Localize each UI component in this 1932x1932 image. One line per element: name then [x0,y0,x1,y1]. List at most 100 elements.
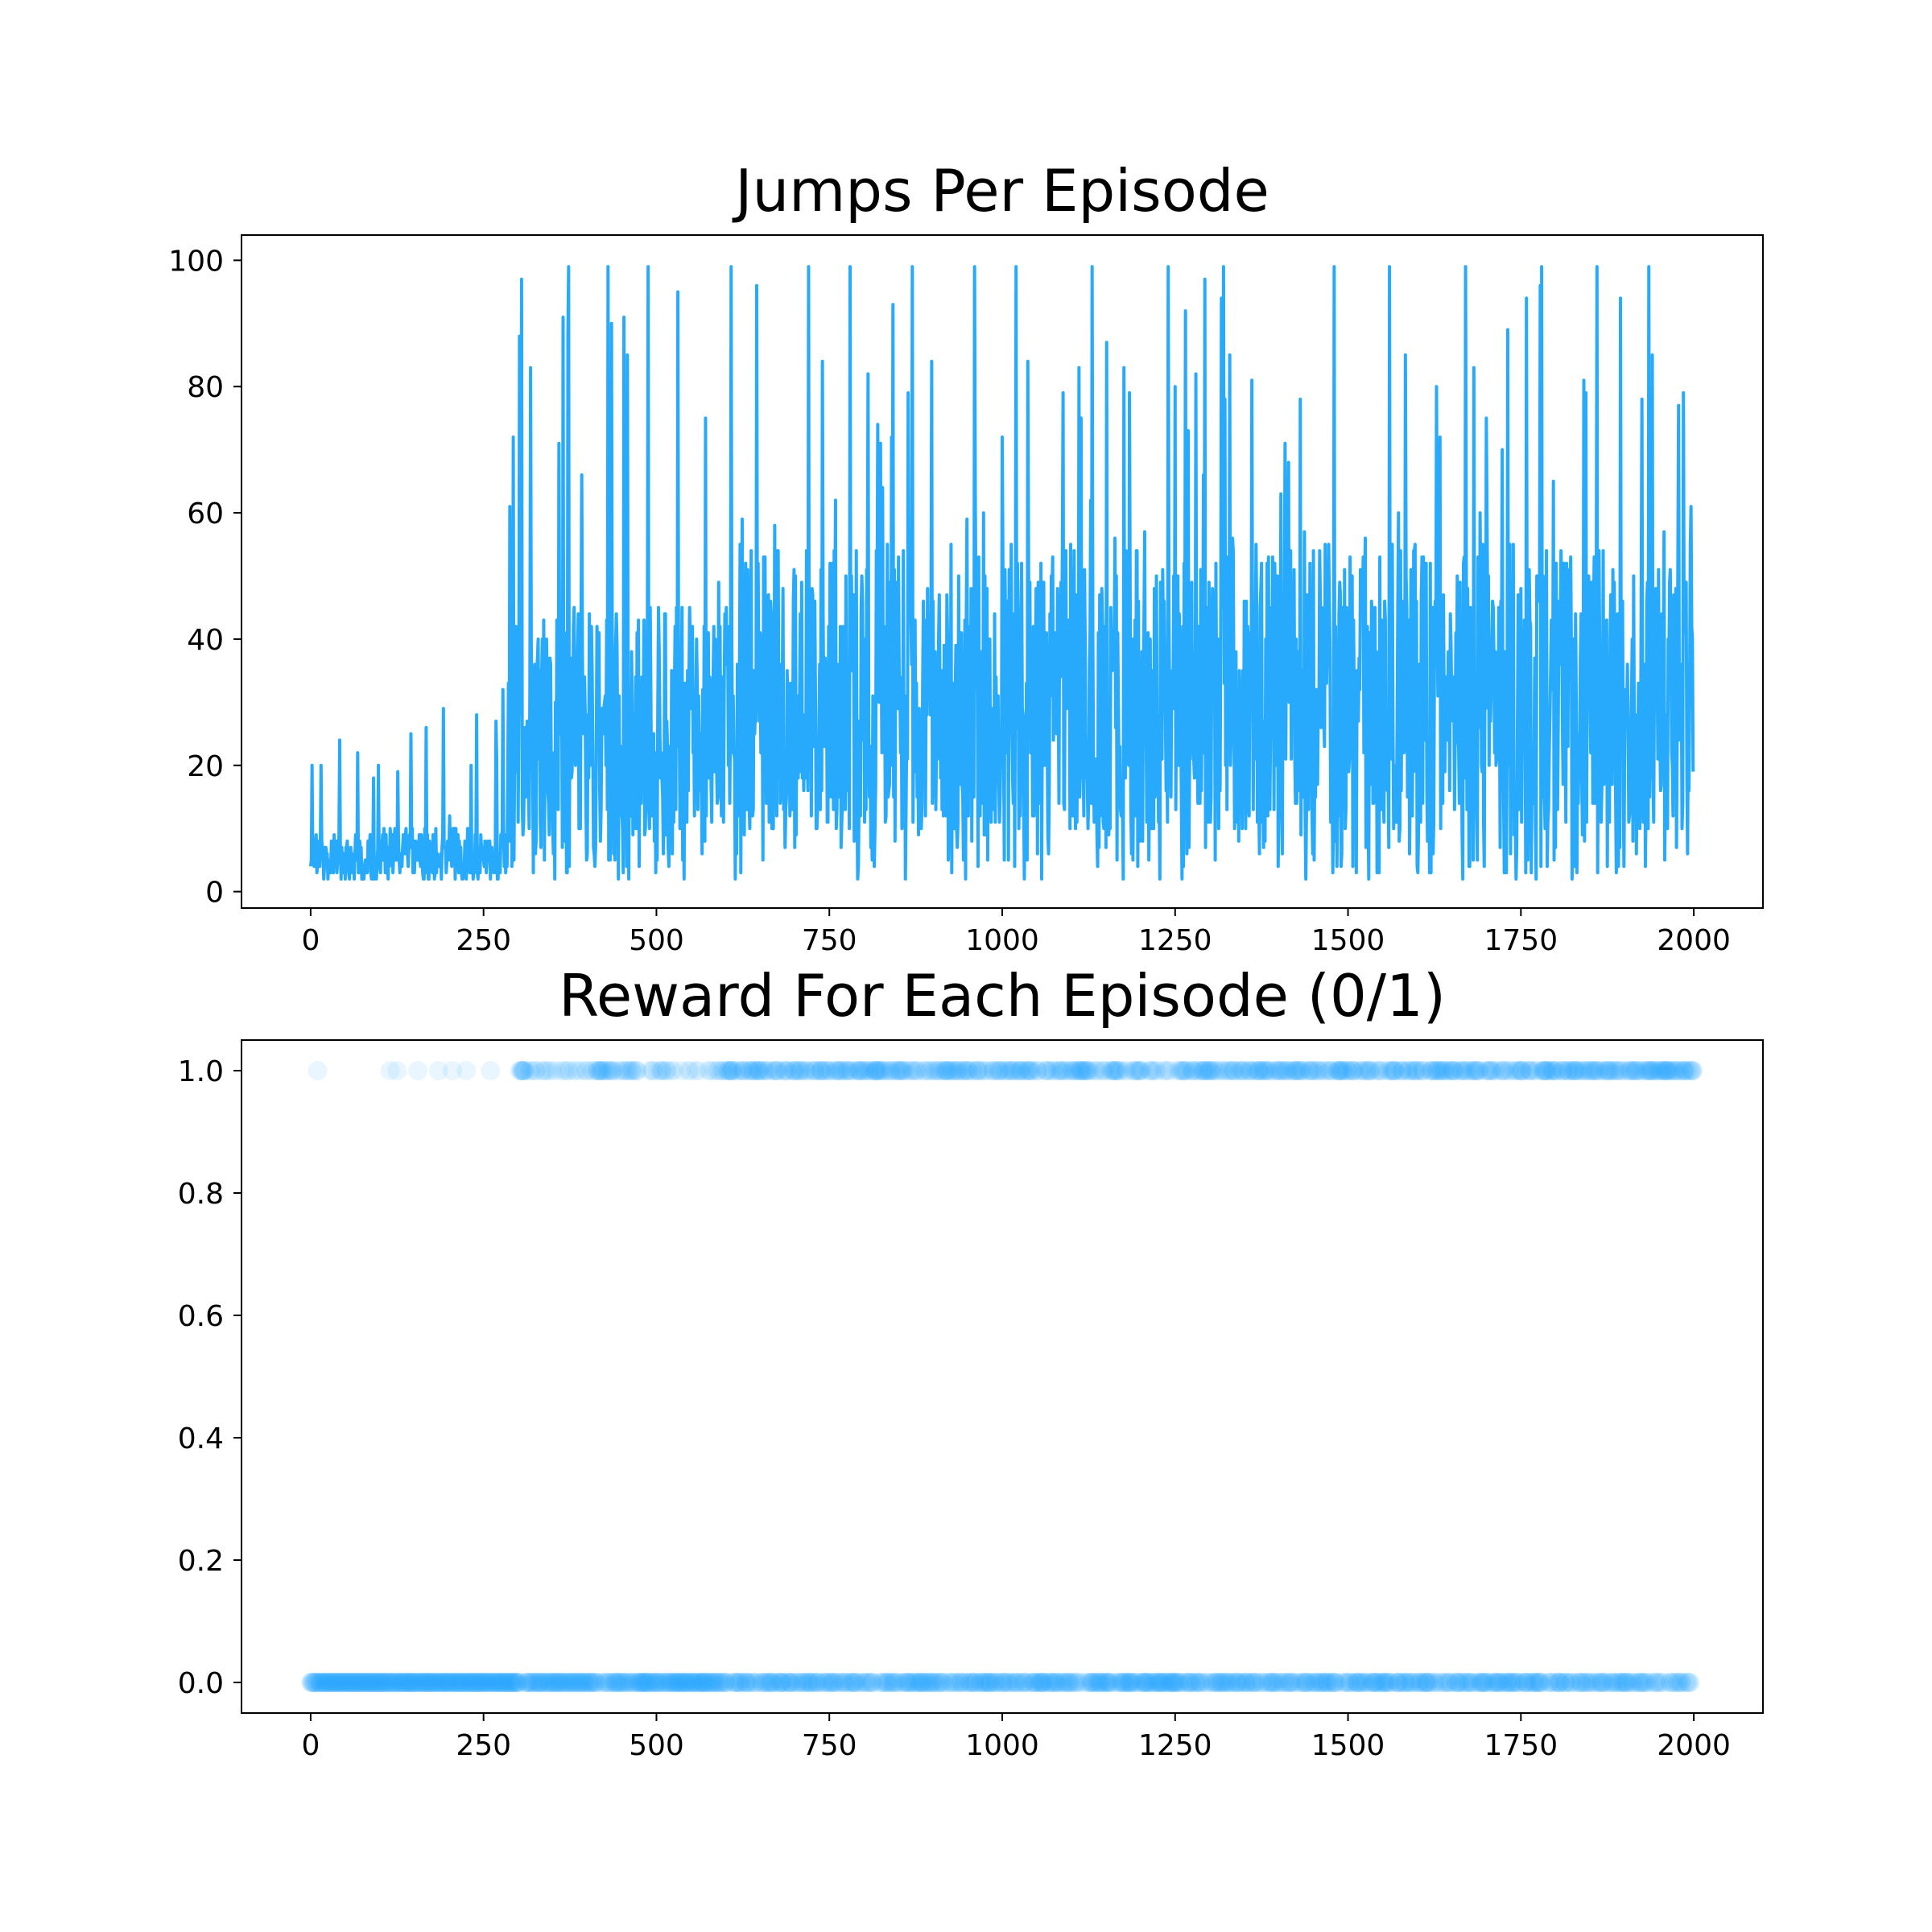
reward-point [539,1673,559,1692]
reward-point [1009,1673,1030,1692]
reward-point [1088,1673,1108,1692]
reward-point [675,1673,695,1692]
reward-point [1427,1061,1447,1080]
reward-point [708,1673,728,1692]
reward-chart: Reward For Each Episode (0/1) 0 250 500 750… [178,962,1764,1762]
reward-point [1631,1673,1651,1692]
reward-point [704,1673,724,1692]
reward-point [843,1673,863,1692]
reward-point [1296,1673,1316,1692]
reward-point [923,1673,943,1692]
reward-ytick-label: 1.0 [178,1055,224,1088]
reward-point [377,1673,397,1692]
reward-point [1121,1673,1141,1692]
reward-point [1470,1673,1490,1692]
reward-point [1232,1061,1253,1080]
reward-point [581,1061,601,1080]
reward-point [1139,1061,1159,1080]
reward-point [1552,1061,1571,1080]
reward-point [1125,1673,1146,1692]
reward-point [1561,1673,1581,1692]
reward-point [493,1673,514,1692]
reward-point [1237,1061,1257,1080]
reward-point [604,1673,624,1692]
reward-point [1471,1673,1491,1692]
reward-point [332,1673,352,1692]
reward-point [300,1673,320,1692]
reward-point [526,1061,546,1080]
reward-point [1429,1673,1449,1692]
reward-point [492,1673,512,1692]
reward-point [1200,1061,1220,1080]
reward-point [1088,1061,1108,1080]
reward-point [1282,1673,1302,1692]
reward-point [744,1061,764,1080]
reward-point [367,1673,387,1692]
reward-point [1075,1673,1095,1692]
reward-point [340,1673,360,1692]
reward-point [546,1673,566,1692]
reward-point [530,1673,551,1692]
reward-point [1504,1673,1524,1692]
reward-point [1235,1673,1255,1692]
reward-point [598,1061,618,1080]
reward-point [1662,1061,1682,1080]
reward-point [1269,1673,1289,1692]
reward-point [1342,1061,1362,1080]
reward-point [762,1061,782,1080]
reward-point [1144,1673,1164,1692]
reward-point [403,1673,423,1692]
reward-point [413,1673,433,1692]
reward-point [927,1061,947,1080]
reward-point [1351,1673,1371,1692]
reward-point [1064,1061,1084,1080]
reward-point [1239,1061,1259,1080]
reward-point [1629,1673,1649,1692]
reward-point [820,1061,840,1080]
reward-point [1015,1673,1035,1692]
reward-point [1256,1673,1276,1692]
reward-point [836,1673,856,1692]
reward-point [997,1673,1017,1692]
reward-point [1295,1673,1315,1692]
reward-point [1655,1061,1675,1080]
reward-point [1141,1061,1162,1080]
reward-point [1620,1061,1641,1080]
reward-point [1085,1061,1105,1080]
reward-point [1383,1061,1403,1080]
reward-point [1396,1673,1416,1692]
reward-point [458,1673,478,1692]
reward-point [793,1673,813,1692]
reward-point [1611,1061,1631,1080]
reward-point [337,1673,357,1692]
reward-point [1414,1673,1435,1692]
reward-point [732,1061,752,1080]
reward-point [1156,1673,1176,1692]
reward-point [781,1673,801,1692]
reward-point [1394,1673,1414,1692]
reward-point [1155,1061,1175,1080]
reward-point [811,1061,832,1080]
reward-point [302,1673,322,1692]
reward-point [460,1673,480,1692]
reward-point [865,1061,885,1080]
reward-point [1211,1061,1231,1080]
reward-point [690,1673,710,1692]
reward-point [1147,1061,1167,1080]
reward-point [1149,1673,1169,1692]
reward-point [1522,1673,1542,1692]
reward-point [1449,1673,1469,1692]
reward-point [665,1673,685,1692]
reward-point [1581,1673,1601,1692]
reward-point [1556,1673,1576,1692]
reward-point [729,1673,749,1692]
reward-point [1232,1061,1253,1080]
reward-point [1267,1061,1287,1080]
reward-point [489,1673,509,1692]
reward-point [1642,1061,1662,1080]
reward-point [676,1673,696,1692]
reward-point [574,1673,594,1692]
reward-point [1662,1673,1682,1692]
reward-point [1174,1061,1195,1080]
reward-point [980,1673,1000,1692]
